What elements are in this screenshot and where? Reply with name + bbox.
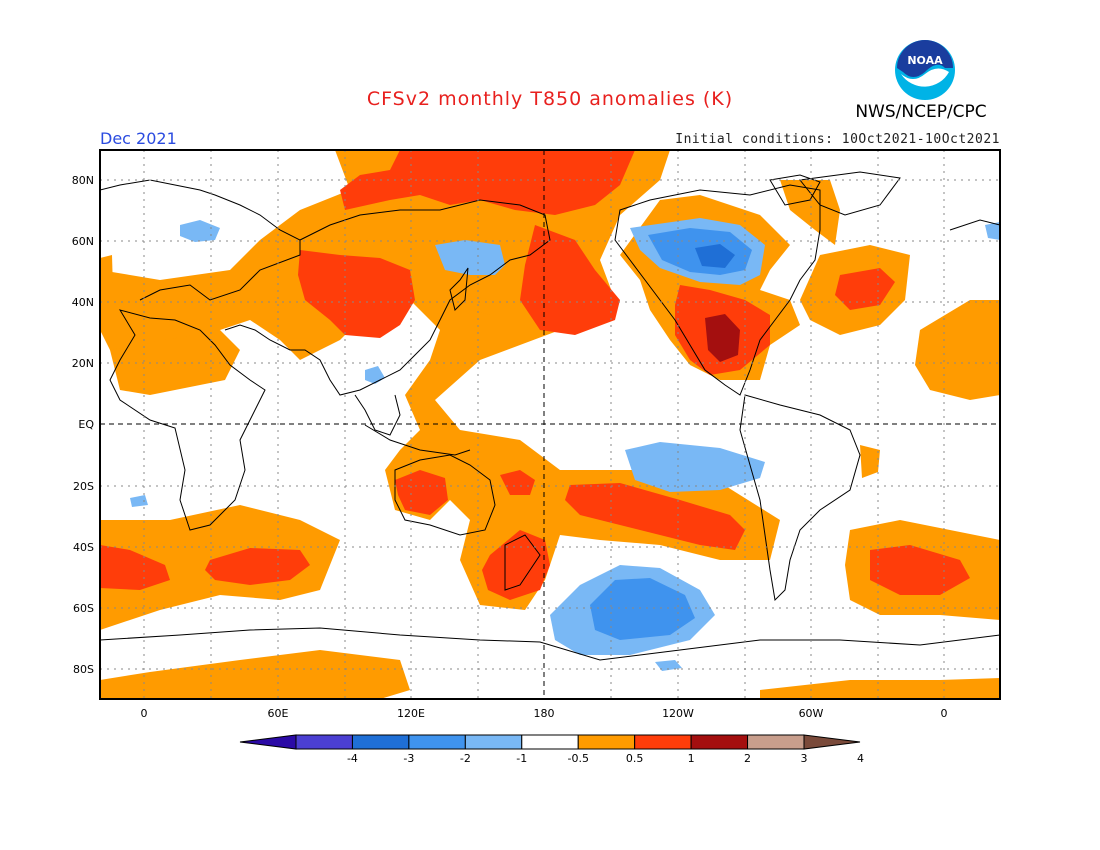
lat-label: 60S bbox=[73, 602, 94, 615]
colorbar-swatch bbox=[747, 734, 805, 750]
graticule bbox=[100, 150, 1000, 699]
noaa-logo: NOAA bbox=[895, 40, 955, 100]
lat-label: 80N bbox=[72, 174, 94, 187]
colorbar-swatch bbox=[295, 734, 353, 750]
lat-label: 20N bbox=[72, 357, 94, 370]
colorbar-swatch bbox=[351, 734, 410, 750]
lat-label: 40N bbox=[72, 296, 94, 309]
lat-label: 60N bbox=[72, 235, 94, 248]
lon-label: 120E bbox=[397, 707, 425, 720]
anomaly-negative-high bbox=[695, 244, 735, 268]
colorbar-label: 2 bbox=[744, 752, 751, 765]
colorbar-arrow-low bbox=[239, 734, 297, 750]
colorbar-arrow-high bbox=[803, 734, 861, 750]
lat-label: 40S bbox=[73, 541, 94, 554]
latitude-labels: 80N 60N 40N 20N EQ 20S 40S 60S 80S bbox=[72, 174, 95, 676]
anomaly-positive-high bbox=[705, 314, 740, 362]
lat-label: 80S bbox=[73, 663, 94, 676]
lon-label: 0 bbox=[941, 707, 948, 720]
colorbar-label: 0.5 bbox=[626, 752, 644, 765]
longitude-labels: 0 60E 120E 180 120W 60W 0 bbox=[141, 707, 948, 720]
colorbar-swatch bbox=[521, 734, 579, 750]
organization-label: NWS/NCEP/CPC bbox=[855, 102, 987, 122]
colorbar-swatch bbox=[408, 734, 466, 750]
lat-label: 20S bbox=[73, 480, 94, 493]
colorbar-swatch bbox=[464, 734, 523, 750]
colorbar: -4 -3 -2 -1 -0.5 0.5 1 2 3 4 bbox=[239, 734, 864, 765]
logo-text: NOAA bbox=[907, 54, 943, 67]
chart-title: CFSv2 monthly T850 anomalies (K) bbox=[366, 88, 734, 110]
anomaly-positive-mid bbox=[100, 150, 970, 600]
colorbar-label: 4 bbox=[857, 752, 864, 765]
initial-conditions: Initial conditions: 10Oct2021-10Oct2021 bbox=[675, 132, 1000, 147]
reference-lines bbox=[100, 150, 1000, 699]
lon-label: 180 bbox=[534, 707, 555, 720]
lon-label: 60W bbox=[799, 707, 824, 720]
coastlines bbox=[100, 171, 1000, 661]
forecast-month: Dec 2021 bbox=[100, 129, 177, 148]
map-plot-area bbox=[100, 150, 1000, 699]
lat-label: EQ bbox=[78, 418, 94, 431]
lon-label: 0 bbox=[141, 707, 148, 720]
colorbar-label: -0.5 bbox=[567, 752, 588, 765]
colorbar-swatch bbox=[690, 734, 749, 750]
colorbar-label: -3 bbox=[403, 752, 414, 765]
lon-label: 60E bbox=[268, 707, 289, 720]
map-frame bbox=[99, 149, 1001, 700]
colorbar-swatch bbox=[577, 734, 636, 750]
colorbar-label: -2 bbox=[460, 752, 471, 765]
colorbar-label: 1 bbox=[688, 752, 695, 765]
colorbar-swatch bbox=[634, 734, 692, 750]
colorbar-label: -1 bbox=[516, 752, 527, 765]
lon-label: 120W bbox=[662, 707, 694, 720]
colorbar-label: 3 bbox=[801, 752, 808, 765]
colorbar-label: -4 bbox=[347, 752, 358, 765]
